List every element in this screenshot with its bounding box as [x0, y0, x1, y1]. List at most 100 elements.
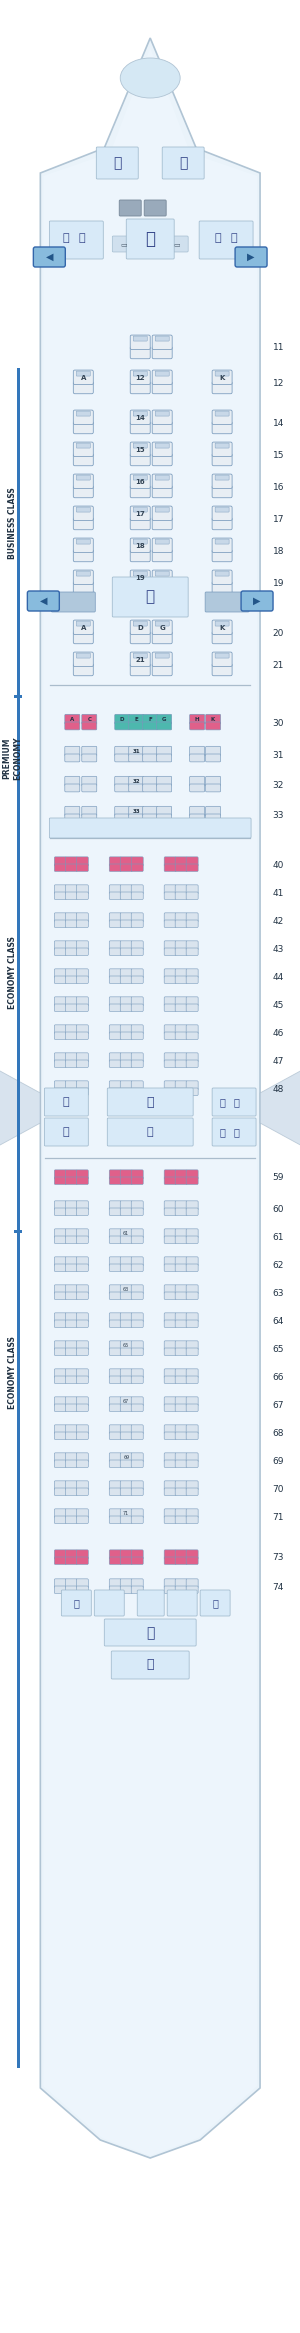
Text: 74: 74 [273, 1582, 284, 1591]
FancyBboxPatch shape [120, 863, 132, 873]
FancyBboxPatch shape [129, 747, 144, 756]
FancyBboxPatch shape [164, 1080, 176, 1090]
Text: 18: 18 [272, 546, 284, 555]
Text: 67: 67 [123, 1400, 129, 1404]
FancyBboxPatch shape [109, 1285, 121, 1295]
FancyBboxPatch shape [175, 1059, 187, 1069]
FancyBboxPatch shape [186, 1229, 198, 1239]
FancyBboxPatch shape [155, 411, 169, 415]
FancyBboxPatch shape [54, 1376, 66, 1383]
Text: 19: 19 [135, 574, 145, 581]
FancyBboxPatch shape [73, 383, 93, 394]
FancyBboxPatch shape [164, 1208, 176, 1215]
FancyBboxPatch shape [175, 884, 187, 894]
FancyBboxPatch shape [164, 1031, 176, 1041]
Text: 41: 41 [273, 889, 284, 898]
FancyBboxPatch shape [54, 1080, 66, 1090]
FancyBboxPatch shape [112, 576, 188, 616]
FancyBboxPatch shape [65, 814, 80, 821]
FancyBboxPatch shape [129, 754, 144, 763]
FancyBboxPatch shape [186, 1320, 198, 1327]
FancyBboxPatch shape [76, 411, 90, 415]
FancyBboxPatch shape [54, 863, 66, 873]
FancyBboxPatch shape [175, 1313, 187, 1323]
FancyBboxPatch shape [164, 1320, 176, 1327]
FancyBboxPatch shape [104, 1619, 196, 1647]
FancyBboxPatch shape [131, 1169, 143, 1178]
FancyBboxPatch shape [54, 891, 66, 901]
FancyBboxPatch shape [164, 1024, 176, 1034]
Text: ◀: ◀ [40, 595, 47, 607]
FancyBboxPatch shape [76, 1059, 88, 1069]
FancyBboxPatch shape [65, 721, 80, 730]
Text: 14: 14 [273, 418, 284, 427]
FancyBboxPatch shape [120, 912, 132, 922]
FancyBboxPatch shape [175, 1341, 187, 1351]
FancyBboxPatch shape [61, 1591, 91, 1617]
FancyBboxPatch shape [130, 371, 150, 385]
FancyBboxPatch shape [65, 1264, 77, 1271]
FancyBboxPatch shape [120, 1404, 132, 1411]
Text: 19: 19 [272, 579, 284, 588]
Text: 15: 15 [272, 450, 284, 460]
FancyBboxPatch shape [65, 863, 77, 873]
FancyBboxPatch shape [109, 884, 121, 894]
Text: 17: 17 [135, 511, 145, 516]
FancyBboxPatch shape [164, 1376, 176, 1383]
FancyBboxPatch shape [164, 968, 176, 978]
FancyBboxPatch shape [143, 814, 158, 821]
FancyBboxPatch shape [186, 1549, 198, 1558]
FancyBboxPatch shape [164, 940, 176, 950]
FancyBboxPatch shape [73, 621, 93, 635]
FancyBboxPatch shape [82, 747, 97, 756]
Text: 43: 43 [273, 945, 284, 954]
Text: 👤: 👤 [79, 233, 86, 243]
FancyBboxPatch shape [120, 1087, 132, 1097]
FancyBboxPatch shape [54, 856, 66, 866]
FancyBboxPatch shape [212, 632, 232, 644]
FancyBboxPatch shape [109, 1549, 121, 1558]
FancyBboxPatch shape [186, 1404, 198, 1411]
FancyBboxPatch shape [54, 975, 66, 985]
FancyBboxPatch shape [164, 996, 176, 1006]
FancyBboxPatch shape [120, 968, 132, 978]
Text: 71: 71 [123, 1512, 129, 1516]
FancyBboxPatch shape [131, 1341, 143, 1351]
FancyBboxPatch shape [131, 1481, 143, 1491]
FancyBboxPatch shape [143, 784, 158, 791]
FancyBboxPatch shape [157, 814, 172, 821]
FancyBboxPatch shape [186, 996, 198, 1006]
FancyBboxPatch shape [155, 371, 169, 376]
FancyBboxPatch shape [175, 1292, 187, 1299]
FancyBboxPatch shape [164, 1292, 176, 1299]
FancyBboxPatch shape [175, 1376, 187, 1383]
FancyBboxPatch shape [73, 485, 93, 497]
FancyBboxPatch shape [206, 754, 220, 763]
FancyBboxPatch shape [164, 1229, 176, 1239]
FancyBboxPatch shape [76, 947, 88, 957]
FancyBboxPatch shape [120, 1460, 132, 1467]
FancyBboxPatch shape [206, 784, 220, 791]
FancyBboxPatch shape [54, 1178, 66, 1185]
FancyBboxPatch shape [186, 1376, 198, 1383]
FancyBboxPatch shape [54, 1087, 66, 1097]
Polygon shape [0, 1064, 40, 1153]
FancyBboxPatch shape [186, 1285, 198, 1295]
FancyBboxPatch shape [109, 1264, 121, 1271]
FancyBboxPatch shape [94, 1591, 124, 1617]
FancyBboxPatch shape [152, 485, 172, 497]
FancyBboxPatch shape [73, 506, 93, 520]
FancyBboxPatch shape [212, 581, 232, 593]
FancyBboxPatch shape [76, 891, 88, 901]
FancyBboxPatch shape [155, 476, 169, 481]
FancyBboxPatch shape [76, 1348, 88, 1355]
FancyBboxPatch shape [109, 1460, 121, 1467]
FancyBboxPatch shape [82, 784, 97, 791]
FancyBboxPatch shape [109, 919, 121, 929]
FancyBboxPatch shape [129, 714, 144, 723]
Text: A: A [70, 716, 74, 721]
Text: 62: 62 [273, 1260, 284, 1269]
FancyBboxPatch shape [186, 947, 198, 957]
FancyBboxPatch shape [65, 777, 80, 786]
FancyBboxPatch shape [76, 1201, 88, 1211]
